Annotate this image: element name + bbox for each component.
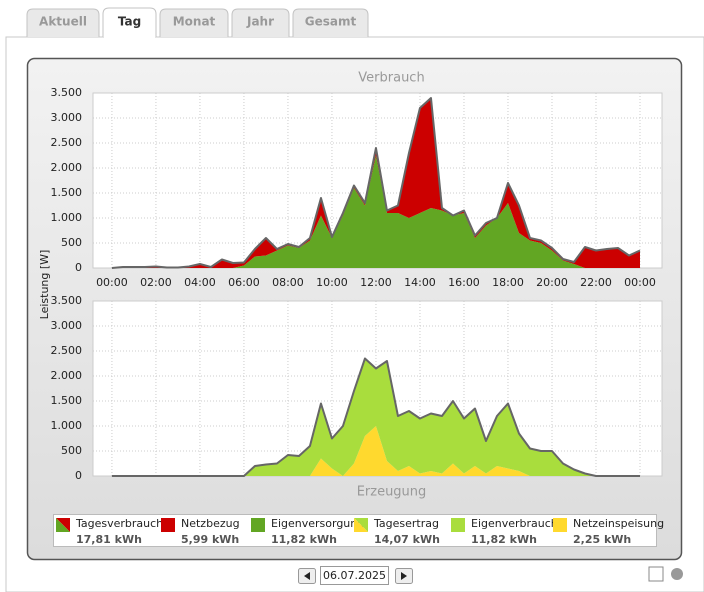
- date-input[interactable]: [320, 566, 389, 585]
- tab-label: Gesamt: [305, 15, 357, 29]
- x-tick-label: 10:00: [316, 276, 348, 289]
- next-arrow: [401, 572, 407, 580]
- y-tick-label: 3.000: [51, 319, 83, 332]
- chart-title: Erzeugung: [357, 485, 427, 500]
- x-tick-label: 20:00: [536, 276, 568, 289]
- y-axis-label: Leistung [W]: [38, 250, 51, 320]
- y-tick-label: 2.000: [51, 161, 83, 174]
- legend-value: 17,81 kWh: [76, 533, 142, 546]
- y-tick-label: 2.000: [51, 369, 83, 382]
- y-tick-label: 1.000: [51, 211, 83, 224]
- y-tick-label: 0: [75, 469, 82, 482]
- y-tick-label: 0: [75, 261, 82, 274]
- x-tick-label: 02:00: [140, 276, 172, 289]
- total-line: [111, 97, 641, 269]
- tab[interactable]: [159, 8, 229, 37]
- y-tick-label: 500: [61, 236, 82, 249]
- y-tick-label: 500: [61, 444, 82, 457]
- x-tick-label: 08:00: [272, 276, 304, 289]
- tool-icons: [648, 566, 683, 582]
- date-text: 06.07.2025: [323, 569, 386, 582]
- x-tick-label: 04:00: [184, 276, 216, 289]
- legend-label: Netzeinspeisung: [573, 517, 664, 530]
- tab-bar: Aktuell Tag Monat Jahr Gesamt: [26, 7, 369, 38]
- legend-value: 2,25 kWh: [573, 533, 631, 546]
- x-tick-label: 06:00: [228, 276, 260, 289]
- settings-icon[interactable]: [671, 568, 683, 580]
- x-tick-label: 12:00: [360, 276, 392, 289]
- legend-swatch: [553, 518, 567, 532]
- export-icon[interactable]: [648, 566, 664, 582]
- area: [111, 98, 640, 268]
- area: [111, 155, 640, 268]
- legend-value: 11,82 kWh: [271, 533, 337, 546]
- x-tick-label: 00:00: [96, 276, 128, 289]
- y-tick-label: 1.500: [51, 394, 83, 407]
- x-tick-label: 18:00: [492, 276, 524, 289]
- legend-label: Netzbezug: [181, 517, 240, 530]
- y-tick-label: 3.000: [51, 111, 83, 124]
- tab[interactable]: [231, 8, 290, 37]
- x-tick-label: 00:00: [624, 276, 656, 289]
- y-tick-label: 1.500: [51, 186, 83, 199]
- legend-swatch: [451, 518, 465, 532]
- legend-swatch: [354, 518, 368, 532]
- x-tick-label: 16:00: [448, 276, 480, 289]
- tab-label: Tag: [118, 15, 141, 29]
- prev-arrow: [304, 572, 310, 580]
- total-line: [111, 357, 640, 477]
- legend-label: Eigenversorgung: [271, 517, 364, 530]
- legend-value: 5,99 kWh: [181, 533, 239, 546]
- tab[interactable]: [292, 8, 369, 37]
- tab-label: Aktuell: [39, 15, 87, 29]
- tab[interactable]: [26, 8, 100, 37]
- tab[interactable]: [102, 7, 157, 37]
- legend-swatch: [251, 518, 265, 532]
- y-tick-label: 3.500: [51, 294, 83, 307]
- legend-label: Tagesertrag: [373, 517, 439, 530]
- legend-value: 14,07 kWh: [374, 533, 440, 546]
- y-tick-label: 1.000: [51, 419, 83, 432]
- tab-label: Monat: [173, 15, 216, 29]
- x-tick-label: 14:00: [404, 276, 436, 289]
- legend-swatch: [56, 518, 70, 532]
- legend-label: Tagesverbrauch: [75, 517, 163, 530]
- y-tick-label: 2.500: [51, 136, 83, 149]
- legend-value: 11,82 kWh: [471, 533, 537, 546]
- legend-swatch: [161, 518, 175, 532]
- area: [111, 426, 640, 476]
- tab-label: Jahr: [246, 15, 274, 29]
- y-tick-label: 3.500: [51, 86, 83, 99]
- y-tick-label: 2.500: [51, 344, 83, 357]
- legend-label: Eigenverbrauch: [471, 517, 558, 530]
- date-control: 06.07.2025: [298, 566, 413, 585]
- x-tick-label: 22:00: [580, 276, 612, 289]
- chart-title: Verbrauch: [358, 71, 424, 86]
- area: [111, 358, 640, 476]
